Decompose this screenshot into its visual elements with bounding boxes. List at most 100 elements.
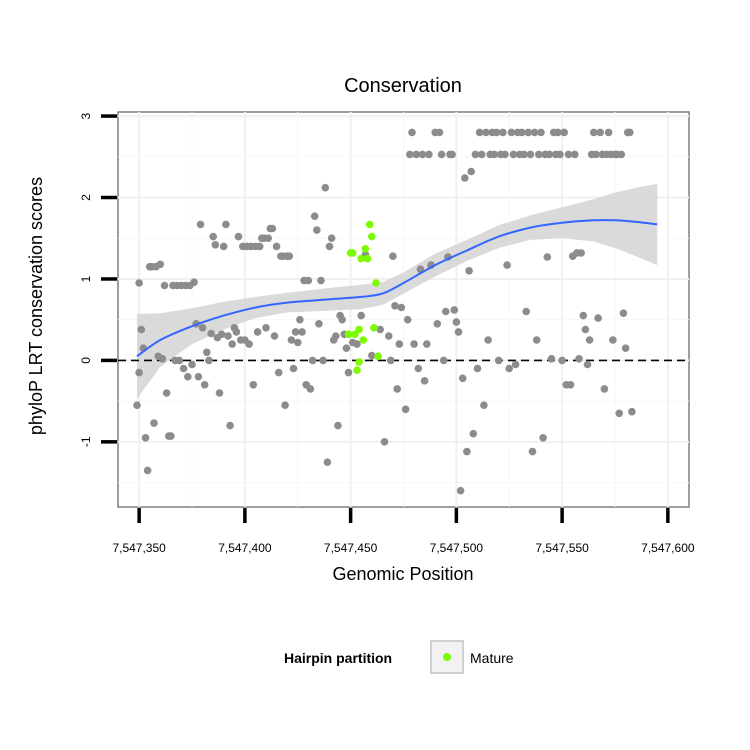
point-other bbox=[621, 344, 630, 353]
point-other bbox=[539, 434, 547, 442]
point-other bbox=[442, 307, 450, 316]
point-other bbox=[448, 150, 456, 159]
point-other bbox=[604, 128, 613, 137]
point-other bbox=[323, 458, 332, 467]
point-other bbox=[418, 150, 427, 159]
point-other bbox=[338, 315, 347, 324]
point-other bbox=[190, 278, 198, 287]
point-other bbox=[222, 220, 230, 229]
point-other bbox=[179, 364, 188, 373]
point-other bbox=[617, 150, 626, 159]
point-other bbox=[425, 150, 433, 159]
point-other bbox=[184, 372, 192, 381]
point-other bbox=[590, 128, 598, 137]
point-other bbox=[389, 252, 397, 260]
point-other bbox=[615, 409, 623, 418]
point-other bbox=[200, 381, 209, 389]
point-other bbox=[469, 429, 478, 438]
point-other bbox=[537, 128, 545, 137]
point-other bbox=[560, 128, 568, 137]
point-other bbox=[543, 253, 552, 261]
point-other bbox=[315, 320, 323, 328]
point-other bbox=[456, 486, 465, 495]
y-axis-title: phyloP LRT conservation scores bbox=[26, 177, 46, 435]
point-other bbox=[215, 389, 224, 397]
point-mature bbox=[353, 366, 361, 375]
legend-title: Hairpin partition bbox=[284, 650, 392, 666]
point-other bbox=[334, 421, 342, 430]
point-mature bbox=[361, 245, 370, 253]
point-other bbox=[480, 401, 488, 410]
point-other bbox=[482, 128, 490, 137]
point-other bbox=[344, 368, 353, 377]
point-mature bbox=[372, 279, 380, 287]
point-other bbox=[188, 360, 196, 369]
point-other bbox=[393, 385, 402, 393]
point-other bbox=[162, 389, 171, 397]
points-mature bbox=[344, 220, 382, 375]
point-other bbox=[554, 128, 562, 137]
point-other bbox=[313, 226, 321, 234]
x-axis-title: Genomic Position bbox=[332, 564, 473, 584]
legend-label-mature: Mature bbox=[470, 650, 514, 666]
point-other bbox=[505, 364, 513, 373]
point-other bbox=[156, 260, 165, 269]
point-other bbox=[391, 302, 399, 310]
point-other bbox=[158, 355, 167, 363]
point-other bbox=[526, 150, 535, 159]
point-other bbox=[160, 281, 169, 290]
point-other bbox=[401, 405, 410, 414]
point-other bbox=[245, 340, 253, 348]
point-mature bbox=[370, 324, 378, 332]
point-mature bbox=[363, 254, 372, 263]
point-other bbox=[503, 261, 511, 269]
point-other bbox=[219, 242, 228, 251]
point-mature bbox=[368, 232, 376, 241]
point-other bbox=[454, 328, 463, 336]
point-other bbox=[490, 150, 499, 159]
point-other bbox=[520, 150, 528, 159]
point-other bbox=[463, 447, 471, 456]
point-other bbox=[209, 232, 217, 241]
point-other bbox=[577, 249, 585, 257]
point-other bbox=[609, 336, 617, 344]
point-other bbox=[571, 150, 579, 159]
point-other bbox=[380, 438, 389, 446]
y-tick-label: 2 bbox=[79, 194, 93, 201]
point-other bbox=[304, 276, 313, 285]
point-other bbox=[467, 167, 476, 176]
y-tick-label: 0 bbox=[79, 357, 93, 364]
point-mature bbox=[365, 220, 374, 229]
point-other bbox=[619, 309, 628, 318]
point-other bbox=[437, 150, 446, 159]
point-mature bbox=[348, 249, 357, 257]
point-other bbox=[511, 360, 520, 369]
point-other bbox=[423, 340, 431, 348]
point-other bbox=[298, 328, 306, 336]
point-other bbox=[198, 324, 207, 332]
point-other bbox=[583, 360, 592, 369]
point-other bbox=[452, 318, 461, 326]
point-other bbox=[492, 128, 501, 137]
point-other bbox=[387, 356, 395, 365]
point-other bbox=[397, 303, 406, 312]
point-mature bbox=[359, 336, 368, 344]
point-other bbox=[226, 421, 234, 430]
point-other bbox=[450, 306, 459, 314]
point-other bbox=[217, 330, 226, 339]
point-other bbox=[285, 252, 294, 260]
y-tick-label: -1 bbox=[79, 436, 93, 447]
point-other bbox=[494, 356, 503, 365]
point-mature bbox=[355, 325, 363, 334]
confidence-band-area bbox=[137, 183, 658, 399]
point-other bbox=[135, 368, 143, 377]
point-other bbox=[524, 128, 533, 137]
point-other bbox=[471, 150, 480, 159]
point-other bbox=[205, 356, 213, 365]
point-other bbox=[207, 329, 215, 338]
point-other bbox=[433, 320, 442, 328]
point-other bbox=[224, 332, 232, 340]
point-other bbox=[232, 328, 241, 336]
y-tick-label: 3 bbox=[79, 112, 93, 119]
point-other bbox=[325, 242, 334, 251]
